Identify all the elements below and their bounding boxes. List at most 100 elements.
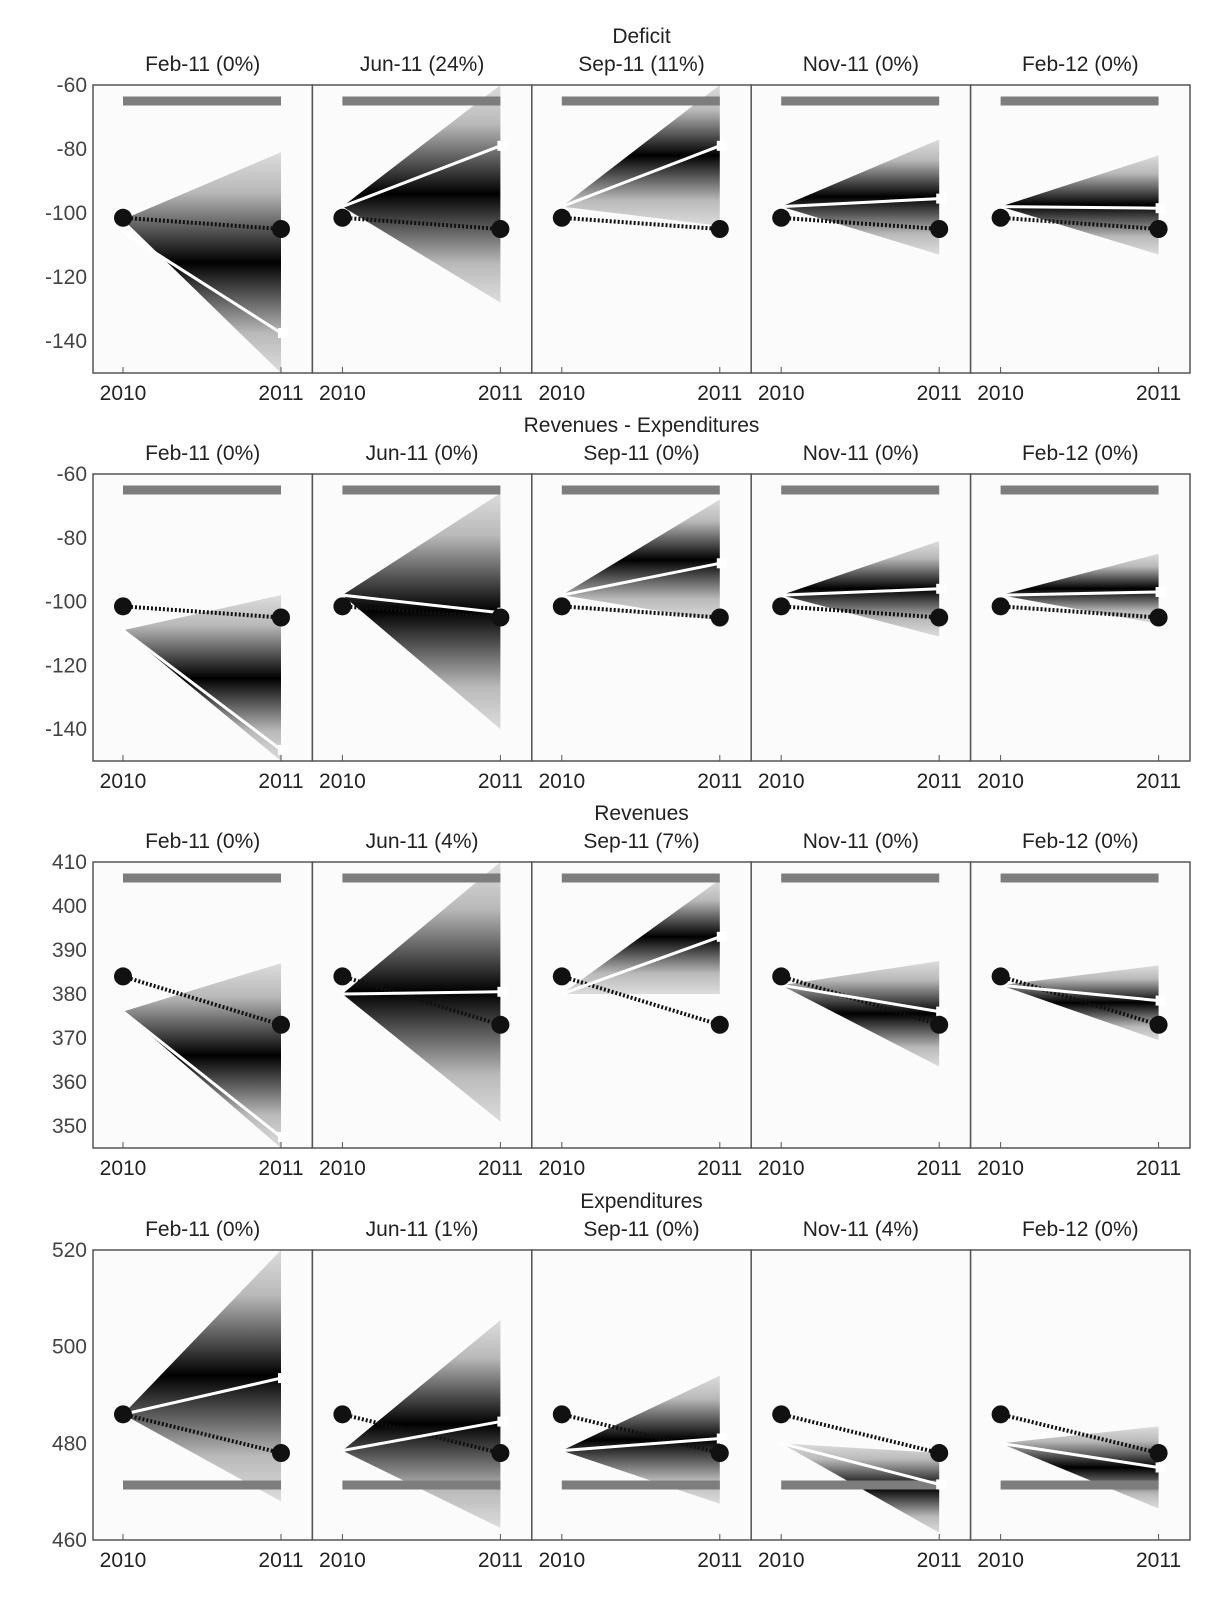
forecast-fan [781, 540, 940, 637]
forecast-line [780, 983, 940, 1014]
actual-marker-2011 [491, 1444, 510, 1462]
actual-marker-2010 [333, 597, 352, 616]
target-bar [561, 873, 720, 883]
actual-marker-2011 [930, 1015, 949, 1034]
forecast-line [341, 144, 501, 208]
panel-label: Nov-11 (0%) [803, 830, 919, 853]
forecast-fan [1000, 553, 1159, 624]
x-tick-label: 2011 [258, 770, 303, 793]
target-bar [123, 1480, 281, 1490]
x-tick-label: 2011 [917, 1157, 962, 1180]
forecast-line [122, 230, 282, 335]
target-bar [1000, 873, 1159, 883]
actual-marker-2011 [272, 220, 290, 238]
x-tick-label: 2010 [758, 1549, 805, 1572]
panel-revenues-4: Feb-12 (0%) 2010 2011 [969, 830, 1191, 1180]
panel-label: Feb-12 (0%) [1022, 830, 1139, 853]
forecast-line [561, 144, 721, 208]
actual-marker-2011 [491, 608, 510, 627]
actual-marker-2010 [991, 208, 1010, 227]
deficit-chart-title: Deficit [612, 25, 671, 48]
panel-revenues-1: Jun-11 (4%) 2010 2011 [311, 830, 533, 1180]
actual-marker-2011 [930, 1444, 949, 1462]
revenues-expenditures-chart-title: Revenues - Expenditures [524, 414, 760, 437]
x-tick-label: 2010 [538, 1549, 585, 1572]
forecast-line [781, 587, 940, 597]
y-tick-label: 400 [52, 895, 87, 918]
actual-marker-2010 [333, 1405, 352, 1424]
target-bar [781, 96, 940, 106]
actual-line [561, 974, 721, 1027]
actual-marker-2010 [552, 208, 571, 227]
panel-expenditures-1: Jun-11 (1%) 2010 2011 [311, 1218, 533, 1572]
actual-marker-2011 [491, 220, 510, 238]
actual-marker-2010 [333, 967, 352, 986]
panel-label: Jun-11 (24%) [360, 53, 485, 76]
y-tick-label: 380 [52, 983, 87, 1006]
y-tick-label: -100 [45, 202, 87, 225]
actual-marker-2011 [710, 1444, 729, 1462]
actual-marker-2011 [930, 220, 949, 238]
target-bar [1000, 96, 1159, 106]
forecast-line [1000, 590, 1159, 597]
panel-deficit-0: Feb-11 (0%) 2010 2011 [92, 53, 314, 405]
x-tick-label: 2010 [538, 770, 585, 793]
forecast-fan [561, 1375, 720, 1504]
x-tick-label: 2010 [538, 1157, 585, 1180]
forecast-line [1000, 205, 1159, 210]
y-tick-label: 350 [52, 1115, 87, 1138]
x-tick-label: 2010 [758, 1157, 805, 1180]
forecast-end-marker [278, 744, 288, 755]
forecast-fan [342, 1320, 501, 1528]
panel-label: Feb-11 (0%) [145, 1218, 260, 1241]
actual-marker-2010 [772, 967, 791, 986]
target-bar [781, 1480, 940, 1490]
y-tick-label: 500 [52, 1336, 87, 1359]
forecast-end-marker [1155, 1462, 1166, 1473]
y-tick-label: -60 [57, 74, 87, 97]
actual-marker-2011 [1149, 1444, 1168, 1462]
forecast-fan [561, 499, 720, 621]
target-bar [342, 96, 501, 106]
y-tick-label: -120 [45, 266, 87, 289]
panel-revenues-expenditures-3: Nov-11 (0%) 2010 2011 [750, 442, 972, 793]
target-bar [342, 485, 501, 495]
forecast-fan [342, 493, 501, 730]
panel-label: Nov-11 (4%) [803, 1218, 919, 1241]
y-tick-label: -100 [45, 591, 87, 614]
x-tick-label: 2010 [100, 1549, 147, 1572]
panel-deficit-3: Nov-11 (0%) 2010 2011 [750, 53, 972, 405]
panel-label: Nov-11 (0%) [803, 442, 919, 465]
y-tick-label: 410 [52, 851, 87, 874]
forecast-end-marker [278, 1373, 288, 1384]
forecast-line [1000, 1441, 1159, 1469]
actual-marker-2010 [991, 597, 1010, 616]
forecast-end-marker [716, 140, 727, 151]
panel-revenues-expenditures-2: Sep-11 (0%) 2010 2011 [531, 442, 752, 793]
x-tick-label: 2011 [1136, 1157, 1181, 1180]
forecast-end-marker [936, 193, 947, 204]
x-tick-label: 2011 [1136, 1549, 1181, 1572]
panel-frame [969, 473, 1191, 762]
forecast-line [122, 629, 282, 752]
actual-line [780, 1412, 940, 1455]
actual-marker-2011 [272, 1444, 290, 1462]
panel-expenditures-4: Feb-12 (0%) 2010 2011 [969, 1218, 1191, 1572]
x-tick-label: 2010 [538, 382, 585, 405]
y-tick-label: -140 [45, 330, 87, 353]
forecast-fan [123, 963, 281, 1148]
actual-marker-2010 [772, 1405, 791, 1424]
actual-marker-2010 [991, 967, 1010, 986]
actual-marker-2011 [710, 1015, 729, 1034]
forecast-end-marker [497, 1416, 508, 1427]
forecast-fan [342, 85, 501, 303]
target-bar [342, 873, 501, 883]
x-tick-label: 2010 [100, 1157, 147, 1180]
actual-line [1000, 1412, 1160, 1455]
forecast-end-marker [278, 328, 288, 338]
y-tick-label: -80 [57, 527, 87, 550]
actual-marker-2010 [114, 208, 132, 227]
forecast-line [561, 561, 721, 597]
x-tick-label: 2010 [977, 1549, 1024, 1572]
actual-marker-2010 [772, 597, 791, 616]
